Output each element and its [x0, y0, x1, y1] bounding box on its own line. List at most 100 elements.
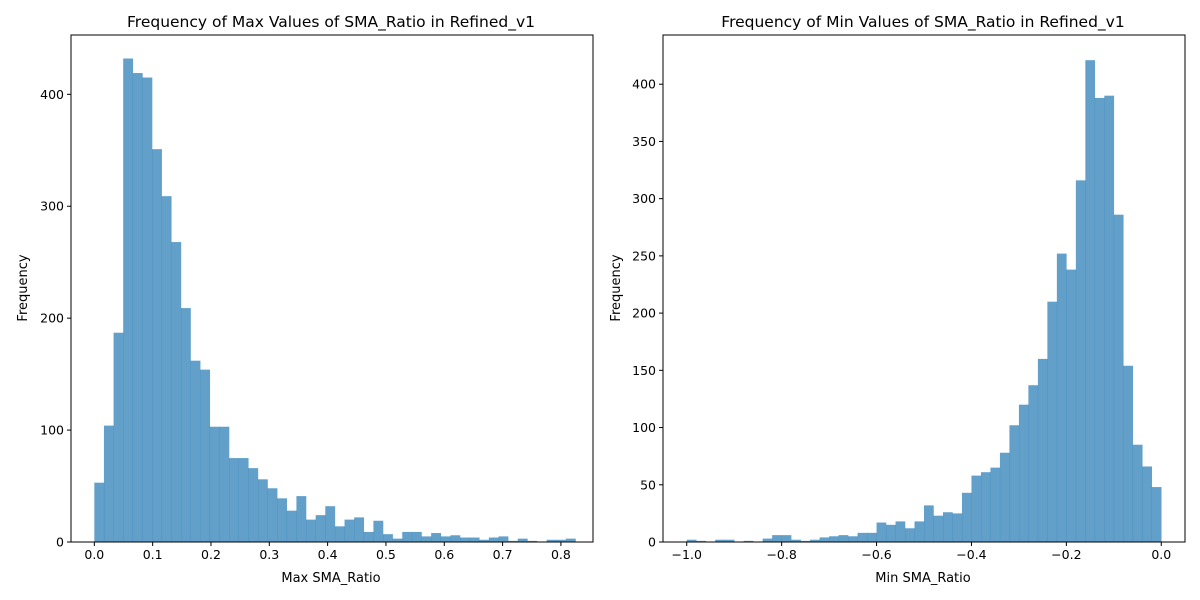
histogram-bar: [402, 531, 413, 542]
histogram-bar: [781, 535, 792, 542]
chart-title: Frequency of Max Values of SMA_Ratio in …: [127, 13, 535, 32]
histogram-bar: [772, 535, 782, 542]
x-tick-label: 0.5: [376, 547, 396, 562]
y-axis-ticks: 0 50 100 150 200 250 300 350 400: [632, 77, 663, 550]
histogram-bar: [952, 513, 963, 542]
histogram-bar: [383, 534, 393, 542]
x-tick-label: 0.0: [84, 547, 104, 562]
histogram-bar: [508, 540, 519, 542]
max-sma-ratio-histogram: Frequency of Max Values of SMA_Ratio in …: [16, 13, 594, 586]
x-tick-label: −0.4: [956, 547, 986, 562]
histogram-bar: [142, 77, 153, 542]
histogram-bar: [905, 528, 915, 542]
histogram-bar: [942, 512, 953, 542]
histogram-bar: [286, 510, 297, 542]
x-tick-label: −1.0: [672, 547, 702, 562]
histogram-bar: [924, 505, 934, 542]
min-sma-ratio-histogram: Frequency of Min Values of SMA_Ratio in …: [609, 13, 1186, 586]
histogram-bar: [876, 522, 887, 542]
histogram-bar: [431, 533, 442, 542]
histogram-bar: [1056, 253, 1067, 542]
histogram-bar: [1028, 385, 1039, 542]
y-tick-label: 50: [640, 477, 656, 492]
y-tick-label: 350: [632, 134, 656, 149]
histogram-bar: [724, 539, 735, 542]
y-axis-ticks: 0 100 200 300 400: [40, 87, 71, 550]
x-axis-label: Min SMA_Ratio: [875, 571, 970, 586]
histogram-bar: [354, 517, 365, 542]
histogram-bar: [103, 425, 114, 542]
y-tick-label: 300: [40, 199, 64, 214]
y-axis-label: Frequency: [16, 254, 31, 321]
histogram-bar: [440, 536, 451, 542]
histogram-bar: [1132, 444, 1143, 542]
histogram-bar: [171, 242, 182, 543]
histogram-bar: [411, 531, 422, 542]
histogram-bar: [373, 520, 384, 542]
histogram-bar: [762, 538, 773, 542]
y-tick-label: 0: [648, 535, 656, 550]
plot-frame: [662, 34, 1186, 543]
histogram-bar: [1075, 180, 1086, 542]
histogram-bar: [421, 536, 432, 542]
x-axis-label: Max SMA_Ratio: [281, 571, 380, 586]
histogram-bar: [498, 536, 509, 542]
y-tick-label: 100: [632, 420, 656, 435]
histogram-bar: [800, 540, 811, 542]
histogram-bar: [980, 472, 991, 542]
y-tick-label: 400: [632, 77, 656, 92]
histogram-bar: [113, 332, 124, 542]
histogram-bar: [1037, 358, 1048, 542]
histogram-bar: [895, 521, 906, 542]
histogram-bar: [123, 58, 134, 542]
y-tick-label: 0: [56, 535, 64, 550]
histogram-bar: [257, 479, 268, 542]
histogram-bar: [152, 149, 162, 542]
y-tick-label: 200: [632, 306, 656, 321]
histogram-bar: [565, 538, 576, 542]
histogram-bar: [344, 519, 355, 542]
histogram-bar: [1066, 269, 1077, 542]
histogram-bar: [469, 537, 480, 542]
histogram-bar: [838, 535, 849, 542]
histogram-bar: [363, 531, 374, 542]
x-tick-label: 0.3: [259, 547, 279, 562]
histogram-bar: [527, 540, 538, 542]
histogram-bar: [460, 537, 470, 542]
histogram-bar: [857, 532, 868, 542]
histogram-bar: [479, 539, 490, 542]
histogram-bar: [392, 538, 403, 542]
histogram-bar: [867, 532, 877, 542]
histogram-bar: [990, 467, 1001, 542]
histogram-bar: [238, 458, 249, 542]
histogram-bar: [743, 540, 754, 542]
histogram-bar: [200, 369, 211, 542]
histogram-bar: [306, 519, 316, 542]
histogram-bar: [1094, 97, 1105, 542]
histogram-bar: [315, 515, 326, 542]
histogram-bar: [1018, 404, 1029, 542]
histogram-bar: [810, 539, 820, 542]
x-tick-label: −0.8: [766, 547, 796, 562]
plot-frame: [70, 34, 594, 543]
x-tick-label: 0.6: [434, 547, 454, 562]
histogram-bar: [517, 538, 528, 542]
histogram-bar: [819, 537, 830, 542]
histogram-bar: [248, 468, 259, 542]
x-tick-label: 0.1: [143, 547, 163, 562]
histogram-bar: [999, 452, 1010, 542]
x-axis-ticks: 0.0 0.1 0.2 0.3 0.4 0.5 0.6 0.7 0.8: [84, 542, 571, 562]
histogram-bar: [1104, 95, 1115, 542]
y-tick-label: 400: [40, 87, 64, 102]
histogram-bar: [488, 537, 499, 542]
histogram-bar: [546, 539, 557, 542]
histogram-bar: [94, 482, 105, 542]
histogram-bar: [296, 496, 307, 542]
histogram-bar: [848, 536, 858, 542]
y-axis-label: Frequency: [609, 254, 624, 321]
x-tick-label: −0.2: [1051, 547, 1081, 562]
bars: [686, 60, 1162, 543]
histogram-bar: [886, 524, 896, 542]
histogram-bar: [450, 535, 461, 542]
